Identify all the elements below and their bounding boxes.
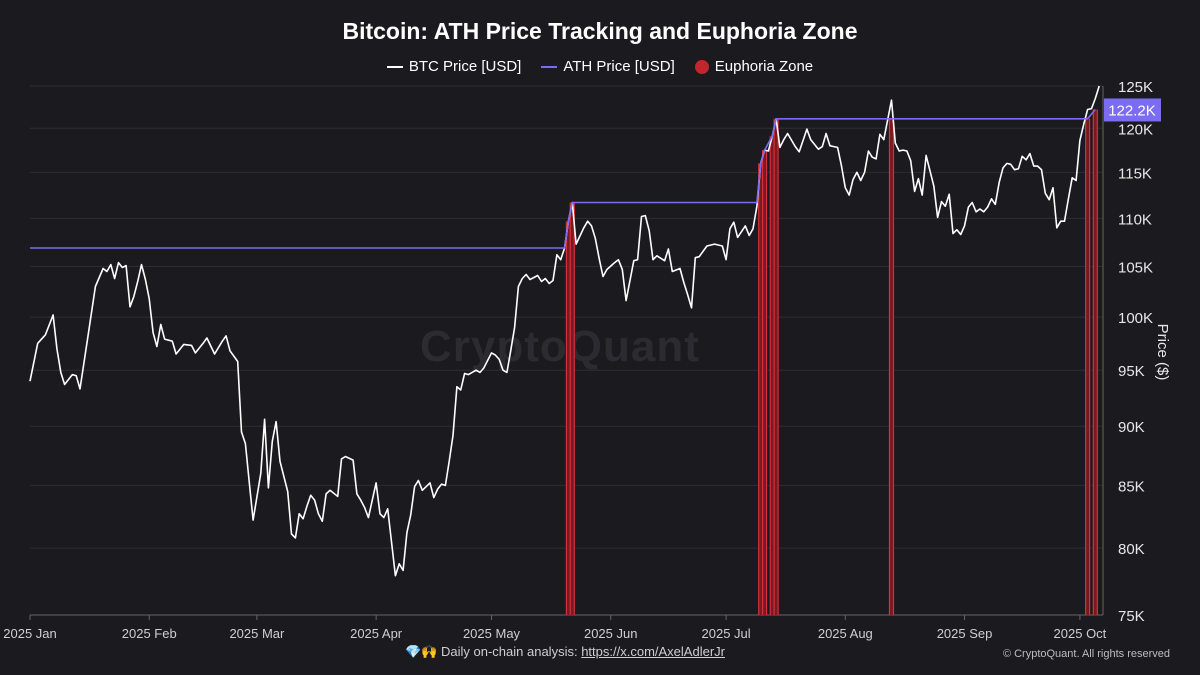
- x-tick-label: 2025 Oct: [1054, 626, 1107, 641]
- x-tick-label: 2025 Jan: [3, 626, 57, 641]
- last-value-label: 122.2K: [1108, 102, 1156, 119]
- euphoria-zone-bar: [1085, 118, 1090, 615]
- y-tick-label: 100K: [1118, 310, 1153, 327]
- footer-analysis: 💎🙌 Daily on-chain analysis: https://x.co…: [0, 644, 1130, 660]
- euphoria-zone-bar: [770, 136, 775, 615]
- legend-label-ath: ATH Price [USD]: [563, 58, 675, 75]
- euphoria-zone-bar: [570, 202, 575, 615]
- y-tick-label: 75K: [1118, 608, 1145, 625]
- x-tick-label: 2025 Apr: [350, 626, 403, 641]
- x-tick-label: 2025 May: [463, 626, 521, 641]
- euphoria-zone-bar: [566, 221, 571, 615]
- euphoria-zone-bar: [1093, 109, 1098, 616]
- euphoria-zone-bar: [758, 163, 763, 616]
- legend-label-btc: BTC Price [USD]: [408, 58, 522, 75]
- legend-swatch-euphoria: [694, 59, 709, 74]
- euphoria-zone-bar: [889, 118, 894, 615]
- x-tick-label: 2025 Jul: [702, 626, 751, 641]
- y-tick-label: 125K: [1118, 79, 1153, 96]
- x-tick-label: 2025 Aug: [818, 626, 873, 641]
- x-tick-label: 2025 Feb: [122, 626, 177, 641]
- chart-title: Bitcoin: ATH Price Tracking and Euphoria…: [342, 18, 858, 44]
- legend-item-btc[interactable]: BTC Price [USD]: [386, 58, 522, 75]
- y-tick-label: 110K: [1118, 211, 1152, 228]
- y-tick-label: 90K: [1118, 419, 1145, 436]
- legend-swatch-ath: [541, 65, 558, 68]
- legend-item-ath[interactable]: ATH Price [USD]: [541, 58, 675, 75]
- euphoria-zone-bar: [774, 118, 779, 615]
- euphoria-zone-bar: [762, 150, 767, 615]
- y-tick-label: 120K: [1118, 121, 1153, 138]
- footer-analysis-text: Daily on-chain analysis:: [441, 644, 578, 659]
- y-axis-title: Price ($): [1154, 324, 1171, 381]
- x-tick-label: 2025 Jun: [584, 626, 638, 641]
- btc-price-line: [29, 85, 1100, 577]
- y-tick-label: 85K: [1118, 478, 1145, 495]
- legend-label-euphoria: Euphoria Zone: [714, 58, 814, 75]
- ath-price-line: [30, 108, 1096, 249]
- x-tick-label: 2025 Sep: [937, 626, 993, 641]
- y-tick-label: 95K: [1118, 363, 1145, 380]
- y-tick-label: 80K: [1118, 541, 1145, 558]
- legend-swatch-btc: [386, 65, 403, 68]
- legend-item-euphoria[interactable]: Euphoria Zone: [694, 58, 814, 75]
- y-tick-label: 105K: [1118, 260, 1153, 277]
- last-value-badge: [1104, 98, 1161, 122]
- watermark: CryptoQuant: [420, 322, 700, 371]
- footer-emoji: 💎🙌: [405, 644, 438, 659]
- x-tick-label: 2025 Mar: [229, 626, 285, 641]
- chart-legend: BTC Price [USD] ATH Price [USD] Euphoria…: [0, 58, 1200, 75]
- y-tick-label: 115K: [1118, 165, 1152, 182]
- footer-copyright: © CryptoQuant. All rights reserved: [1002, 648, 1170, 660]
- footer-link[interactable]: https://x.com/AxelAdlerJr: [581, 644, 725, 659]
